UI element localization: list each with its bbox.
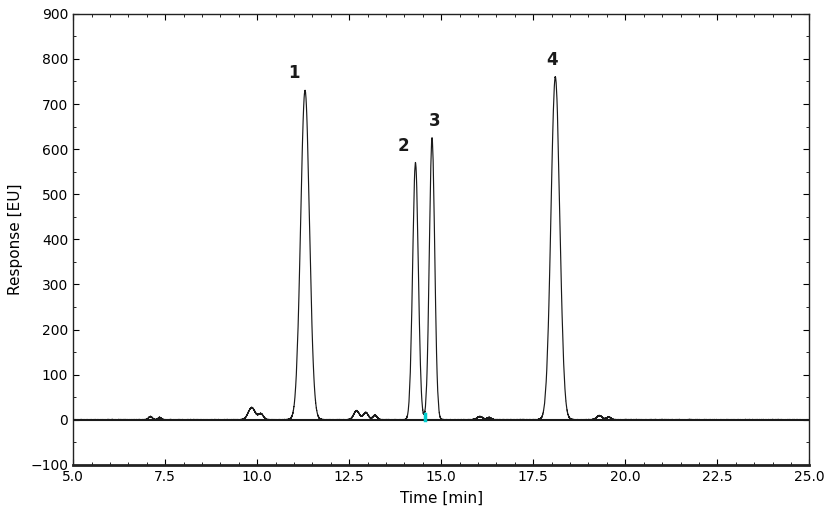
X-axis label: Time [min]: Time [min] [400, 491, 483, 506]
Text: 4: 4 [546, 51, 557, 69]
Text: 1: 1 [288, 64, 300, 82]
Y-axis label: Response [EU]: Response [EU] [8, 183, 23, 295]
Text: 2: 2 [398, 137, 410, 155]
Text: 3: 3 [429, 112, 441, 130]
